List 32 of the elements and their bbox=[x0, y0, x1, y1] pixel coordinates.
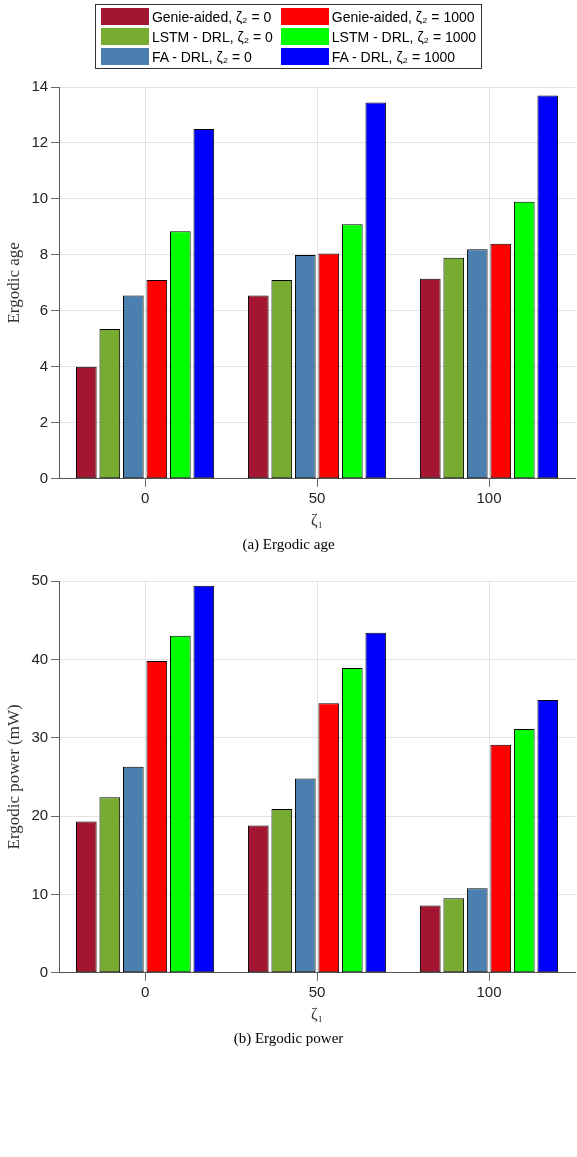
legend-label: LSTM - DRL, ζ₂ = 1000 bbox=[331, 28, 477, 45]
x-tick-label: 100 bbox=[476, 488, 502, 506]
x-tick-label: 0 bbox=[140, 488, 150, 506]
y-axis-title: Ergodic age bbox=[3, 242, 23, 324]
x-axis-title: ζ₁ bbox=[310, 1004, 324, 1023]
y-tick-label: 0 bbox=[39, 468, 49, 486]
y-tick-label: 12 bbox=[31, 133, 49, 151]
y-tick-label: 10 bbox=[31, 884, 49, 902]
x-axis-title: ζ₁ bbox=[310, 510, 324, 529]
x-tick-label: 0 bbox=[140, 982, 150, 1000]
y-tick-label: 50 bbox=[31, 571, 49, 589]
y-tick-label: 8 bbox=[39, 245, 49, 263]
x-tick-label: 50 bbox=[308, 982, 326, 1000]
legend-label: LSTM - DRL, ζ₂ = 0 bbox=[151, 28, 273, 45]
text: (a) Ergodic age bbox=[241, 536, 336, 553]
x-tick-label: 50 bbox=[308, 488, 326, 506]
legend-label: FA - DRL, ζ₂ = 0 bbox=[151, 48, 252, 65]
y-tick-label: 2 bbox=[39, 412, 49, 430]
legend-label: Genie-aided, ζ₂ = 1000 bbox=[331, 8, 475, 25]
legend-label: Genie-aided, ζ₂ = 0 bbox=[151, 8, 272, 25]
y-tick-label: 0 bbox=[39, 962, 49, 980]
y-tick-label: 14 bbox=[31, 77, 49, 95]
text: (b) Ergodic power bbox=[232, 1030, 345, 1047]
y-tick-label: 20 bbox=[31, 806, 49, 824]
y-tick-label: 40 bbox=[31, 649, 49, 667]
x-tick-label: 100 bbox=[476, 982, 502, 1000]
legend-label: FA - DRL, ζ₂ = 1000 bbox=[331, 48, 456, 65]
y-tick-label: 30 bbox=[31, 727, 49, 745]
y-axis-title: Ergodic power (mW) bbox=[3, 704, 23, 850]
y-tick-label: 10 bbox=[31, 189, 49, 207]
y-tick-label: 4 bbox=[39, 357, 49, 374]
y-tick-label: 6 bbox=[39, 301, 49, 319]
